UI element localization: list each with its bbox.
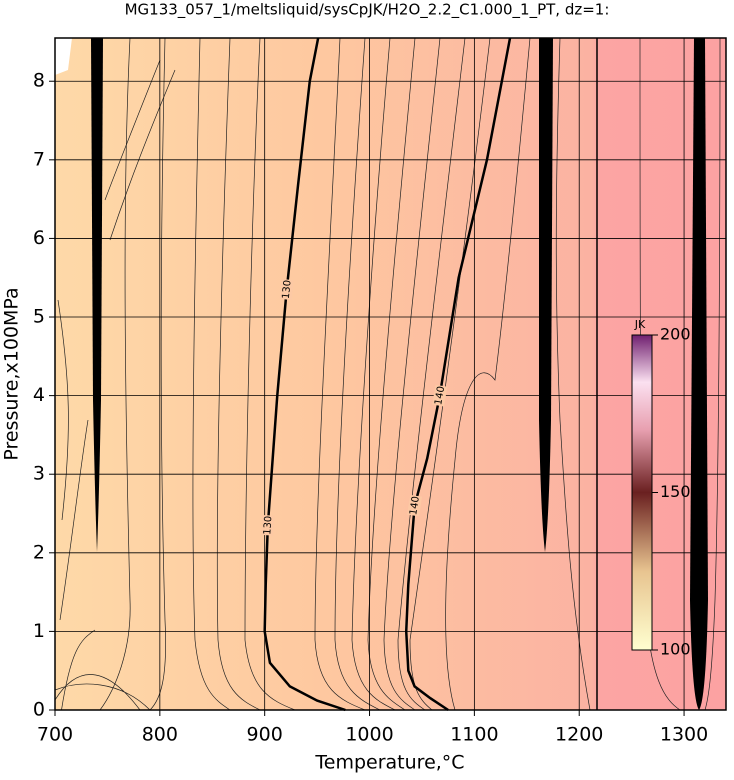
x-tick-label: 900: [247, 724, 283, 746]
y-tick-label: 7: [33, 148, 45, 170]
thin-contour: [445, 38, 531, 710]
contour-label-bg: [407, 494, 423, 517]
y-tick-label: 1: [33, 620, 45, 642]
chart-title: MG133_057_1/meltsliquid/sysCpJK/H2O_2.2_…: [125, 1, 610, 20]
contour-label: 140: [433, 385, 447, 406]
colorbar-label: JK: [634, 318, 646, 331]
thin-contour: [244, 38, 296, 710]
dense-band: [91, 38, 103, 552]
x-tick-label: 1000: [345, 724, 393, 746]
thin-contour: [704, 38, 721, 710]
contour-line: [404, 37, 512, 712]
y-tick-label: 3: [33, 463, 45, 485]
dense-band: [690, 38, 708, 710]
thin-contour: [383, 38, 441, 710]
x-tick-label: 800: [142, 724, 178, 746]
y-tick-label: 6: [33, 227, 45, 249]
x-tick-label: 700: [37, 724, 73, 746]
thin-contour: [555, 38, 591, 710]
thin-contour: [334, 38, 381, 710]
thin-contour: [351, 38, 396, 710]
y-tick-label: 0: [33, 699, 45, 721]
contour-label: 130: [262, 515, 274, 535]
empty-region: [55, 38, 72, 75]
y-axis-label: Pressure,x100MPa: [1, 287, 23, 460]
thin-contour: [216, 38, 261, 710]
contour-label-bg: [432, 384, 448, 407]
contour-label: 140: [408, 495, 422, 516]
dense-band: [539, 38, 553, 552]
colorbar-tick-label: 100: [660, 640, 691, 659]
thin-contour: [104, 59, 176, 241]
x-tick-label: 1100: [450, 724, 498, 746]
y-tick-label: 2: [33, 541, 45, 563]
thin-contour: [149, 38, 166, 710]
thin-contour: [99, 38, 131, 710]
x-tick-label: 1200: [555, 724, 603, 746]
x-tick-label: 1300: [660, 724, 708, 746]
y-tick-label: 4: [33, 384, 45, 406]
y-tick-label: 5: [33, 306, 45, 328]
colorbar-tick-label: 150: [660, 482, 691, 501]
thin-contour: [367, 38, 416, 710]
thin-contour: [57, 299, 89, 621]
contour-line: [263, 37, 346, 712]
colorbar-ticks: 100 150 200: [652, 325, 691, 659]
thin-contour: [314, 38, 366, 710]
thin-contour: [192, 38, 231, 710]
contour-label-bg: [279, 278, 294, 301]
colorbar: [631, 334, 653, 651]
x-axis-label: Temperature,°C: [314, 752, 464, 774]
colorbar-tick-label: 200: [660, 325, 691, 344]
plot-background: [55, 38, 726, 710]
dense-contour-bands: [91, 38, 708, 710]
contour-lines: 130 130 140 140: [261, 37, 512, 712]
thin-contour: [55, 629, 151, 710]
y-tick-label: 8: [33, 70, 45, 92]
plot-frame: [54, 37, 727, 711]
contour-label-bg: [261, 514, 275, 536]
contour-label: 130: [281, 280, 294, 300]
